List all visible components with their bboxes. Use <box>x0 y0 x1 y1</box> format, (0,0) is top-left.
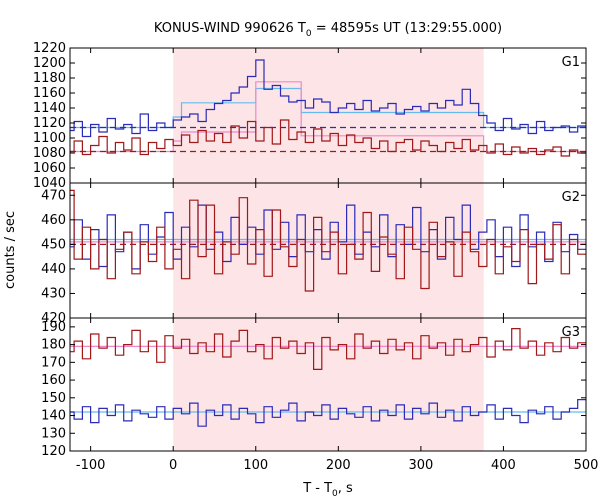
panel-label: G1 <box>562 55 580 70</box>
y-tick-label: 180 <box>41 338 66 353</box>
y-tick-label: 1220 <box>33 41 66 56</box>
y-tick-label: 150 <box>41 391 66 406</box>
y-tick-label: 190 <box>41 320 66 335</box>
y-tick-label: 1080 <box>33 146 66 161</box>
panel-g2: 420 430 440 450 460 470 G2 <box>41 182 587 326</box>
highlight-interval <box>173 318 484 451</box>
y-tick-label: 1100 <box>33 131 66 146</box>
x-tick-label: 0 <box>169 458 177 473</box>
x-axis-label: T - T0, s <box>302 481 353 499</box>
y-tick-label: 120 <box>41 444 66 459</box>
x-axis: -100 0 100 200 300 400 500 <box>76 458 599 473</box>
panels-layer: 1040106010801100112011401160118012001220… <box>33 41 599 473</box>
panel-frame <box>69 317 587 452</box>
y-tick-label: 160 <box>41 373 66 388</box>
y-tick-label: 130 <box>41 426 66 441</box>
y-tick-label: 1140 <box>33 101 66 116</box>
x-tick-label: 400 <box>491 458 516 473</box>
y-tick-label: 1160 <box>33 86 66 101</box>
y-tick-label: 1200 <box>33 56 66 71</box>
x-tick-label: -100 <box>76 458 106 473</box>
panel-label: G3 <box>562 325 580 340</box>
x-tick-label: 100 <box>243 458 268 473</box>
series-blue-line <box>70 204 586 270</box>
x-tick-label: 300 <box>408 458 433 473</box>
y-tick-label: 1180 <box>33 71 66 86</box>
y-tick-label: 420 <box>41 311 66 326</box>
y-tick-label: 1120 <box>33 116 66 131</box>
chart-title: KONUS-WIND 990626 T0 = 48595s UT (13:29:… <box>154 21 502 39</box>
highlight-interval <box>173 183 484 318</box>
y-axis-label: counts / sec <box>3 211 18 289</box>
y-tick-label: 450 <box>41 237 66 252</box>
highlight-interval <box>173 48 484 183</box>
series-red-line <box>70 189 586 292</box>
y-tick-label: 460 <box>41 213 66 228</box>
x-tick-label: 500 <box>574 458 599 473</box>
panel-label: G2 <box>562 190 580 205</box>
x-tick-label: 200 <box>326 458 351 473</box>
series-red-line <box>70 328 586 370</box>
plot-area <box>70 189 586 292</box>
plot-area <box>70 59 586 157</box>
y-tick-label: 170 <box>41 355 66 370</box>
series-blue-line <box>70 399 586 427</box>
y-tick-label: 470 <box>41 188 66 203</box>
y-tick-label: 1040 <box>33 176 66 191</box>
plot-area <box>70 328 586 427</box>
panel-g1: 1040106010801100112011401160118012001220… <box>33 41 587 191</box>
y-tick-label: 440 <box>41 262 66 277</box>
y-tick-label: 140 <box>41 409 66 424</box>
y-tick-label: 430 <box>41 286 66 301</box>
y-tick-label: 1060 <box>33 161 66 176</box>
series-blue-line <box>70 59 586 138</box>
panel-g3: 120 130 140 150 160 170 180 190 G3 <box>41 317 587 459</box>
series-red-line <box>70 119 586 157</box>
